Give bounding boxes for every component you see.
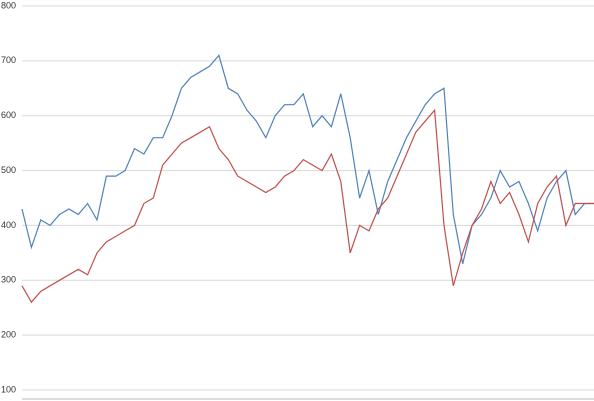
y-tick-label: 600 [1, 110, 16, 120]
y-tick-label: 200 [1, 330, 16, 340]
y-tick-label: 100 [1, 384, 16, 394]
y-tick-label: 800 [1, 0, 16, 10]
y-tick-label: 500 [1, 165, 16, 175]
y-tick-label: 700 [1, 55, 16, 65]
y-tick-label: 300 [1, 275, 16, 285]
y-tick-label: 400 [1, 220, 16, 230]
series-line [21, 54, 594, 264]
series-line [21, 108, 594, 304]
